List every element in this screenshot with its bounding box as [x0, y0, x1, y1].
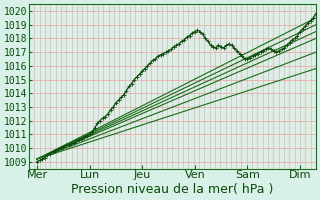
- X-axis label: Pression niveau de la mer( hPa ): Pression niveau de la mer( hPa ): [71, 183, 274, 196]
